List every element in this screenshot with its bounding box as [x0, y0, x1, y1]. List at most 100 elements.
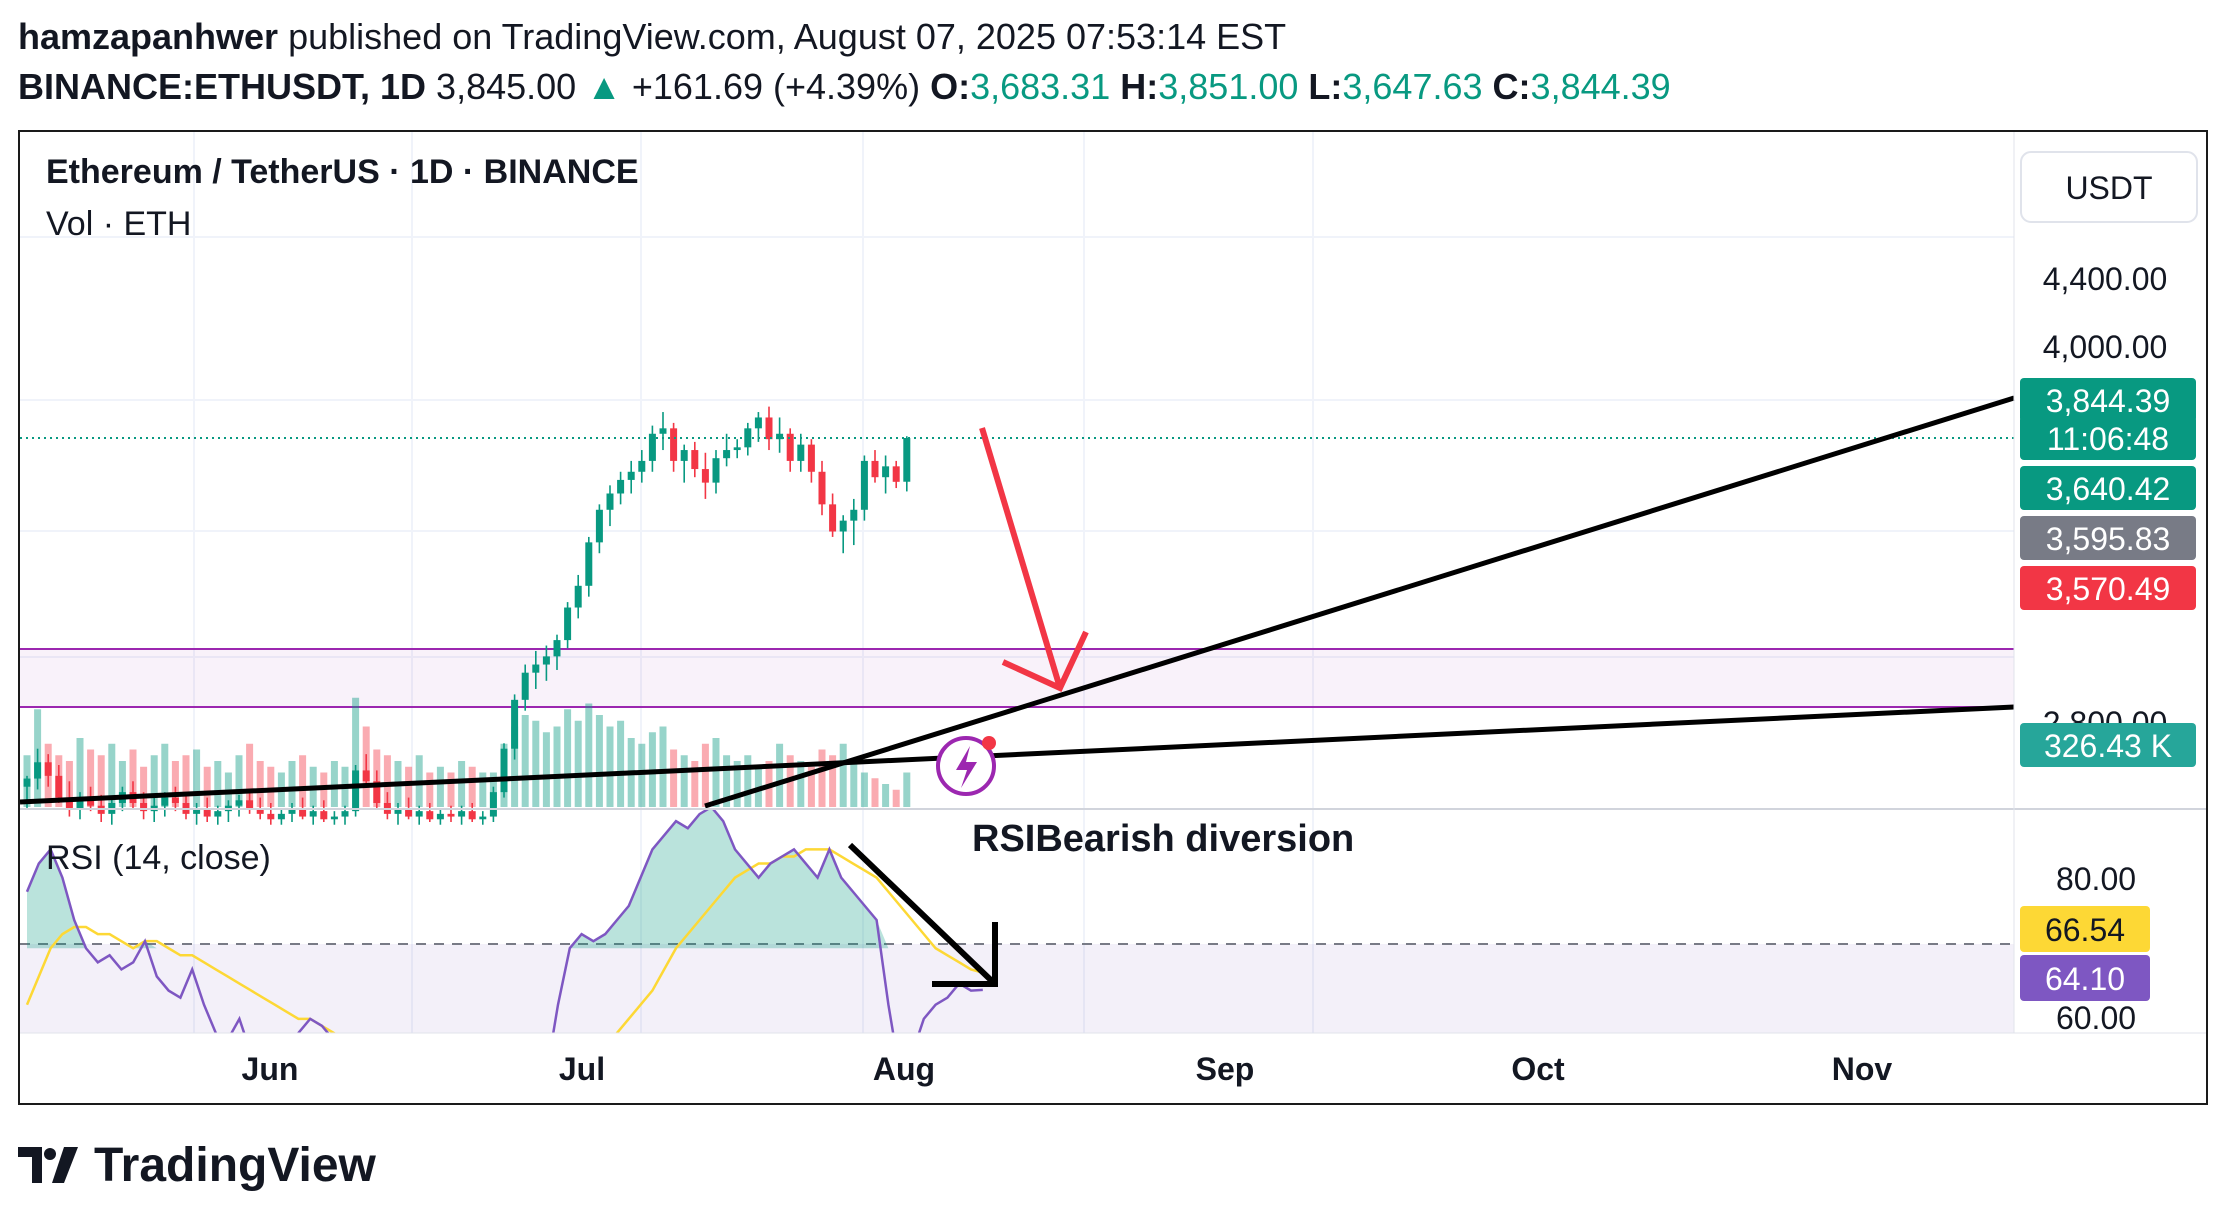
symbol-label: BINANCE:ETHUSDT, 1D [18, 66, 427, 107]
volume-bar [860, 772, 868, 807]
price-tag-label: 11:06:48 [2047, 421, 2169, 457]
rsi-overbought-fill [27, 810, 983, 949]
alert-icon[interactable] [936, 736, 996, 796]
volume-bar [383, 755, 391, 807]
volume-bar [542, 732, 550, 807]
volume-bar [330, 761, 338, 807]
candle-body [500, 748, 508, 793]
rsi-divergence-arrow[interactable] [847, 842, 998, 987]
chart-frame[interactable]: RSIBearish diversion Ethereum / TetherUS… [18, 130, 2208, 1105]
publish-line: hamzapanhwer published on TradingView.co… [18, 12, 2208, 62]
candle-body [818, 471, 826, 505]
candlesticks [23, 406, 911, 825]
chart-canvas[interactable]: RSIBearish diversion Ethereum / TetherUS… [20, 132, 2206, 1103]
candle-body [76, 800, 84, 809]
candle-body [405, 808, 413, 817]
candle-body [585, 542, 593, 586]
candle-body [670, 428, 678, 461]
candle-body [373, 781, 381, 804]
rsi-tag-label: 66.54 [2045, 912, 2125, 948]
price-tag [2020, 378, 2196, 422]
close-value: 3,844.39 [1530, 66, 1671, 107]
candle-body [733, 447, 741, 451]
volume-bar [670, 749, 678, 807]
candle-body [140, 803, 148, 812]
triangle-up-icon: ▲ [586, 66, 622, 107]
volume-bar [161, 743, 169, 807]
price-tag [2020, 566, 2196, 610]
candle-body [521, 672, 529, 700]
trendline-rising[interactable] [704, 395, 2015, 809]
candle-body [288, 808, 296, 814]
price-axis[interactable]: 4,400.004,000.002,800.003,844.3911:06:48… [2020, 261, 2196, 767]
volume-bar [871, 778, 879, 807]
price-tag [2020, 416, 2196, 460]
annotation-text[interactable]: RSIBearish diversion [972, 818, 1354, 860]
candle-body [87, 800, 95, 806]
rsi-band [20, 944, 2014, 1033]
candle-body [352, 770, 360, 812]
candle-body [797, 444, 805, 461]
candle-body [246, 800, 254, 809]
tradingview-logo-icon[interactable] [18, 1145, 80, 1185]
candle-body [341, 811, 349, 817]
candle-body [44, 762, 52, 776]
volume-bar [76, 738, 84, 807]
price-tag-label: 3,844.39 [2046, 383, 2171, 419]
published-text: published on TradingView.com, August 07,… [288, 16, 1287, 57]
rsi-plot [25, 810, 984, 1033]
ohlc-line: BINANCE:ETHUSDT, 1D 3,845.00 ▲ +161.69 (… [18, 62, 2208, 112]
volume-bar [903, 772, 911, 807]
candle-body [617, 479, 625, 494]
candle-body [765, 417, 773, 440]
volume-bar [299, 755, 307, 807]
price-tag [2020, 516, 2196, 560]
volume-bar [426, 772, 434, 807]
candle-body [892, 466, 900, 482]
rsi-axis[interactable]: 80.00 60.00 66.54 64.10 [2020, 861, 2150, 1036]
candle-body [659, 428, 667, 434]
volume-bars [23, 697, 911, 807]
candle-body [807, 444, 815, 472]
volume-bar [892, 789, 900, 807]
volume-bar [659, 726, 667, 807]
candle-body [362, 770, 370, 782]
candle-body [638, 460, 646, 472]
author-name[interactable]: hamzapanhwer [18, 16, 279, 57]
volume-bar [723, 755, 731, 807]
volume-bar [733, 761, 741, 807]
candle-body [691, 450, 699, 470]
support-zone[interactable] [20, 649, 2014, 707]
currency-button[interactable]: USDT [2020, 151, 2198, 223]
volume-bar [140, 766, 148, 807]
legend-title[interactable]: Ethereum / TetherUS · 1D · BINANCE [46, 153, 639, 191]
time-tick-label: Nov [1832, 1051, 1893, 1087]
volume-bar [129, 749, 137, 807]
trendline-flat[interactable] [20, 704, 2015, 805]
rsi-line [25, 810, 983, 1033]
volume-bar [585, 703, 593, 807]
volume-bar [574, 720, 582, 807]
high-value: 3,851.00 [1158, 66, 1299, 107]
candle-body [214, 811, 222, 817]
candle-body [267, 813, 275, 820]
volume-bar [882, 784, 890, 807]
legend-rsi[interactable]: RSI (14, close) [46, 839, 271, 877]
volume-bar [532, 720, 540, 807]
tradingview-brand[interactable]: TradingView [94, 1138, 376, 1192]
candle-body [839, 520, 847, 532]
legend-volume[interactable]: Vol · ETH [46, 205, 191, 243]
candle-body [65, 797, 73, 809]
volume-bar [203, 766, 211, 807]
volume-bar [617, 720, 625, 807]
candle-body [882, 466, 890, 478]
candle-body [468, 811, 476, 820]
candle-body [193, 808, 201, 814]
time-axis[interactable]: Jun Jul Aug Sep Oct Nov [242, 1051, 1893, 1087]
volume-bar [182, 755, 190, 807]
volume-bar [553, 726, 561, 807]
volume-bar [829, 755, 837, 807]
volume-bar [776, 743, 784, 807]
volume-bar [246, 743, 254, 807]
bearish-arrow[interactable] [979, 427, 1089, 692]
